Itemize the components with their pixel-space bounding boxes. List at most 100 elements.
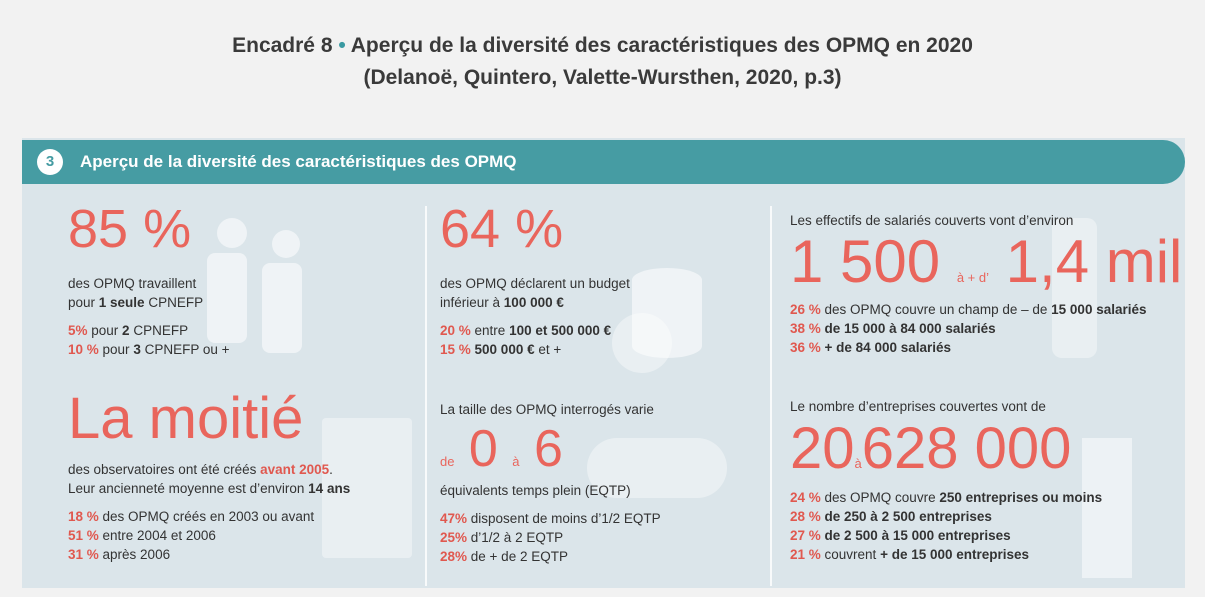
- line: 47% disposent de moins d’1/2 EQTP: [440, 509, 661, 528]
- line: 10 % pour 3 CPNEFP ou +: [68, 340, 230, 359]
- percent: 21 %: [790, 547, 821, 562]
- text: 250 entreprises ou moins: [939, 490, 1103, 505]
- text: CPNEFP: [144, 295, 204, 310]
- line: Leur ancienneté moyenne est d’environ 14…: [68, 479, 350, 498]
- text: pour: [87, 323, 123, 338]
- percent: 27 %: [790, 528, 821, 543]
- text: des observatoires ont été créés: [68, 462, 261, 477]
- subtitle: (Delanoë, Quintero, Valette-Wursthen, 20…: [363, 66, 842, 89]
- title-text: Aperçu de la diversité des caractéristiq…: [350, 34, 973, 57]
- line: 26 % des OPMQ couvre un champ de – de 15…: [790, 300, 1185, 319]
- text: .: [329, 462, 333, 477]
- figure-number: 1 500: [790, 228, 941, 295]
- figure-number: 628 000: [861, 416, 1072, 481]
- text: des OPMQ créés en 2003 ou avant: [98, 509, 315, 524]
- percent: 20 %: [440, 323, 471, 338]
- text: des OPMQ couvre un champ de – de: [820, 302, 1052, 317]
- line: équivalents temps plein (EQTP): [440, 481, 661, 500]
- figure-number: 6: [533, 420, 563, 478]
- big-figure: 85 %: [68, 199, 192, 259]
- icon: [632, 268, 702, 358]
- percent: 15 %: [440, 342, 471, 357]
- divider: [425, 206, 427, 586]
- text: pour: [68, 295, 99, 310]
- text: + de 15 000 entreprises: [880, 547, 1030, 562]
- line: 27 % de 2 500 à 15 000 entreprises: [790, 526, 1102, 545]
- icon: [587, 438, 727, 498]
- text: + de 84 000 salariés: [820, 340, 952, 355]
- line: pour 1 seule CPNEFP: [68, 293, 230, 312]
- title-label: Encadré 8: [232, 34, 333, 57]
- text: de + de 2 EQTP: [467, 549, 568, 564]
- text: 500 000 €: [470, 342, 535, 357]
- infographic: 3 Aperçu de la diversité des caractérist…: [22, 138, 1185, 588]
- line: 36 % + de 84 000 salariés: [790, 338, 1185, 357]
- icon: [207, 253, 247, 343]
- figure-number: 1,4 million: [1005, 228, 1185, 295]
- block: La taille des OPMQ interrogés varie de 0…: [440, 400, 661, 566]
- text: 15 000 salariés: [1051, 302, 1147, 317]
- block: Le nombre d’entreprises couvertes vont d…: [790, 397, 1102, 564]
- divider: [770, 206, 772, 586]
- text: 1 seule: [98, 295, 145, 310]
- line: 20 % entre 100 et 500 000 €: [440, 321, 630, 340]
- icon: [1082, 438, 1132, 578]
- intro: Le nombre d’entreprises couvertes vont d…: [790, 399, 1046, 414]
- icon: [612, 313, 672, 373]
- icon: [272, 230, 300, 258]
- title-line: Encadré 8 • Aperçu de la diversité des c…: [0, 34, 1205, 58]
- intro: La taille des OPMQ interrogés varie: [440, 402, 654, 417]
- text: et +: [534, 342, 562, 357]
- line: 18 % des OPMQ créés en 2003 ou avant: [68, 507, 350, 526]
- percent: 25%: [440, 530, 468, 545]
- line: inférieur à 100 000 €: [440, 293, 630, 312]
- text: 14 ans: [308, 481, 351, 496]
- figure-word: à + d’: [956, 270, 989, 285]
- text: avant 2005: [260, 462, 330, 477]
- text: des OPMQ déclarent un budget: [440, 276, 630, 291]
- text: de 250 à 2 500 entreprises: [820, 509, 992, 524]
- line: des observatoires ont été créés avant 20…: [68, 460, 350, 479]
- percent: 38 %: [790, 321, 821, 336]
- line: 5% pour 2 CPNEFP: [68, 321, 230, 340]
- text: d’1/2 à 2 EQTP: [467, 530, 564, 545]
- block: La moitié des observatoires ont été créé…: [68, 390, 350, 564]
- header-text: Aperçu de la diversité des caractéristiq…: [80, 152, 517, 171]
- percent: 28%: [440, 549, 468, 564]
- big-figure: La moitié: [68, 386, 304, 451]
- percent: 51 %: [68, 528, 99, 543]
- text: 100: [509, 323, 532, 338]
- text: inférieur à: [440, 295, 504, 310]
- text: 3: [133, 342, 141, 357]
- big-figure: 64 %: [440, 199, 564, 259]
- percent: 47%: [440, 511, 468, 526]
- line: 28% de + de 2 EQTP: [440, 547, 661, 566]
- text: couvrent: [820, 547, 881, 562]
- percent: 24 %: [790, 490, 821, 505]
- text: 100 000 €: [503, 295, 564, 310]
- line: 25% d’1/2 à 2 EQTP: [440, 528, 661, 547]
- text: des OPMQ travaillent: [68, 276, 197, 291]
- percent: 18 %: [68, 509, 99, 524]
- block: 64 % des OPMQ déclarent un budget inféri…: [440, 202, 630, 359]
- text: entre: [470, 323, 510, 338]
- icon: [262, 263, 302, 353]
- line: 21 % couvrent + de 15 000 entreprises: [790, 545, 1102, 564]
- section-number: 3: [37, 149, 63, 175]
- text: entre 2004 et 2006: [98, 528, 216, 543]
- text: après 2006: [98, 547, 171, 562]
- percent: 5%: [68, 323, 88, 338]
- text: 500 000 €: [551, 323, 612, 338]
- text: CPNEFP: [129, 323, 189, 338]
- text: 2: [122, 323, 130, 338]
- text: et: [531, 323, 552, 338]
- line: 24 % des OPMQ couvre 250 entreprises ou …: [790, 488, 1102, 507]
- icon: [322, 418, 412, 558]
- text: de 15 000 à 84 000 salariés: [820, 321, 996, 336]
- big-figure: 20à628 000: [790, 420, 1102, 478]
- line: 31 % après 2006: [68, 545, 350, 564]
- block: 85 % des OPMQ travaillent pour 1 seule C…: [68, 202, 230, 359]
- text: des OPMQ couvre: [820, 490, 940, 505]
- percent: 36 %: [790, 340, 821, 355]
